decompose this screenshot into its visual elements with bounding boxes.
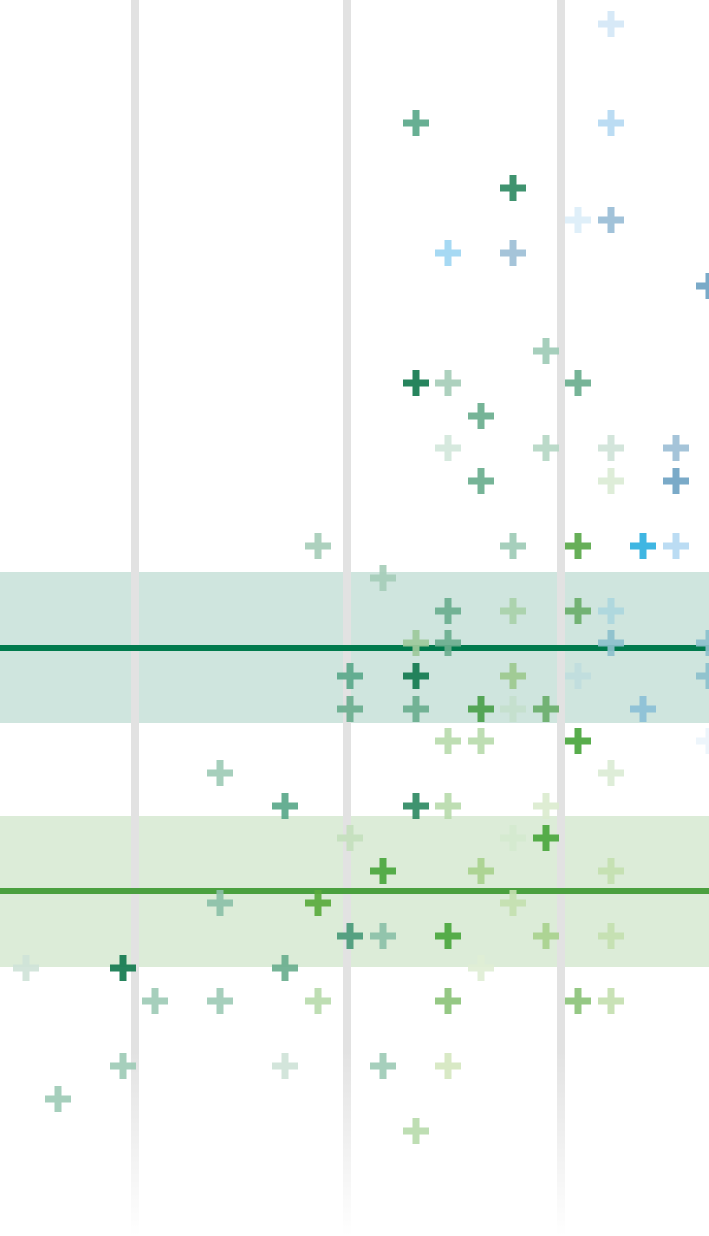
cross bbox=[663, 533, 689, 559]
cross bbox=[598, 435, 624, 461]
cross bbox=[533, 435, 559, 461]
cross bbox=[207, 988, 233, 1014]
cross bbox=[207, 760, 233, 786]
cross bbox=[468, 728, 494, 754]
cross bbox=[565, 533, 591, 559]
cross bbox=[468, 403, 494, 429]
cross bbox=[305, 988, 331, 1014]
cross bbox=[435, 240, 461, 266]
cross bbox=[272, 793, 298, 819]
cross bbox=[500, 240, 526, 266]
cross bbox=[598, 11, 624, 37]
cross bbox=[565, 728, 591, 754]
cross bbox=[435, 793, 461, 819]
cross bbox=[435, 1053, 461, 1079]
cross bbox=[435, 988, 461, 1014]
cross bbox=[142, 988, 168, 1014]
vertical-rule bbox=[343, 0, 351, 1236]
cross bbox=[533, 338, 559, 364]
cross bbox=[370, 1053, 396, 1079]
cross bbox=[598, 468, 624, 494]
vertical-rule bbox=[131, 0, 139, 1236]
cross bbox=[500, 533, 526, 559]
cross bbox=[305, 533, 331, 559]
cross bbox=[45, 1086, 71, 1112]
cross bbox=[435, 370, 461, 396]
cross bbox=[565, 207, 591, 233]
cross bbox=[435, 435, 461, 461]
cross bbox=[598, 988, 624, 1014]
cross bbox=[435, 728, 461, 754]
cross bbox=[696, 273, 709, 299]
cross bbox=[272, 1053, 298, 1079]
vertical-rule bbox=[557, 0, 565, 1236]
cross bbox=[565, 370, 591, 396]
cross bbox=[696, 728, 709, 754]
cross bbox=[598, 110, 624, 136]
cross bbox=[663, 468, 689, 494]
cross bbox=[468, 468, 494, 494]
cross bbox=[403, 370, 429, 396]
cross bbox=[403, 1118, 429, 1144]
cross bbox=[500, 175, 526, 201]
cross bbox=[630, 533, 656, 559]
cross bbox=[598, 760, 624, 786]
cross bbox=[598, 207, 624, 233]
cross bbox=[403, 793, 429, 819]
teal-line bbox=[0, 645, 709, 651]
cross bbox=[533, 793, 559, 819]
green-line bbox=[0, 888, 709, 894]
cross bbox=[403, 110, 429, 136]
cross bbox=[663, 435, 689, 461]
cross bbox=[565, 988, 591, 1014]
